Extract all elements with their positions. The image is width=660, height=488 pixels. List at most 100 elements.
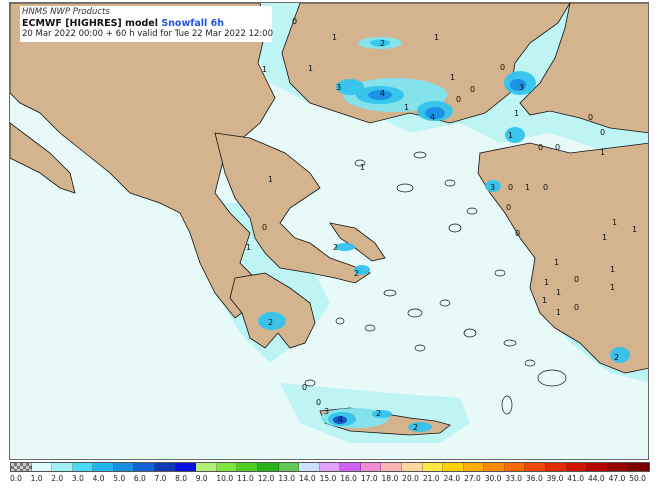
colorbar-level-label: 17.0 [360,474,378,483]
contour-label: 3 [324,407,330,416]
colorbar-swatch [607,463,629,471]
colorbar-level-label: 41.0 [567,474,584,483]
colorbar-swatch [52,463,73,471]
land-euboea [329,222,386,262]
colorbar-level-label: 44.0 [587,474,605,483]
contour-label: 0 [538,143,544,152]
contour-label: 0 [500,63,506,72]
colorbar-level-label: 3.0 [71,474,84,483]
contour-label: 1 [600,148,606,157]
contour-label: 1 [450,73,456,82]
contour-label: 1 [360,163,366,172]
colorbar-swatch [257,463,279,471]
contour-label: 1 [602,233,608,242]
colorbar-level-label: 14.0 [298,474,316,483]
contour-label: 0 [456,95,462,104]
contour-label: 2 [380,39,386,48]
products-label: HNMS NWP Products [22,7,110,17]
model-title: ECMWF [HIGHRES] model Snowfall 6h [22,18,270,29]
colorbar-swatch [504,463,526,471]
colorbar-level-label: 4.0 [92,474,105,483]
contour-label: 3 [519,83,525,92]
contour-labels: 0 1 2 1 1 1 0 1 3 4 4 0 0 3 1 0 0 0 1 0 … [10,3,648,459]
colorbar-swatch [134,463,156,471]
colorbar-level-label: 24.0 [443,474,461,483]
land-mainland-greece [214,132,371,284]
contour-label: 3 [490,183,496,192]
contour-label: 1 [556,308,562,317]
aegean-islands [304,151,567,415]
contour-label: 1 [544,278,550,287]
land-italy-heel [10,122,76,194]
colorbar-level-label: 10.0 [216,474,234,483]
colorbar-level-label: 1.0 [30,474,43,483]
contour-label: 1 [434,33,440,42]
colorbar-swatch [216,463,238,471]
colorbar-level-label: 5.0 [113,474,126,483]
colorbar-level-label: 18.0 [381,474,399,483]
colorbar-swatch [11,463,32,471]
colorbar-swatch [443,463,464,471]
model-name: ECMWF [HIGHRES] model [22,18,158,29]
colorbar-swatch [340,463,361,471]
colorbar-level-label: 12.0 [257,474,275,483]
colorbar-swatch [401,463,423,471]
colorbar-swatch [155,463,176,471]
land-peloponnese [229,272,316,349]
contour-label: 1 [514,109,520,118]
contour-label: 1 [508,131,514,140]
colorbar-level-label: 30.0 [484,474,502,483]
colorbar-swatch [72,463,94,471]
contour-label: 0 [506,203,512,212]
contour-label: 3 [336,83,342,92]
colorbar-level-label: 7.0 [154,474,167,483]
contour-label: 1 [610,265,616,274]
contour-label: 0 [302,383,308,392]
land-balkans [10,3,276,319]
colorbar-legend: 0.0 1.0 2.0 3.0 4.0 5.0 6.0 7.0 8.0 9.0 10.0 11.0 12… [10,462,650,488]
contour-label: 0 [543,183,549,192]
contour-label: 0 [262,223,268,232]
contour-label: 1 [332,33,338,42]
contour-label: 1 [246,243,252,252]
colorbar-swatch [113,463,135,471]
contour-label: 2 [413,423,419,432]
contour-label: 1 [268,175,274,184]
contour-label: 1 [554,258,560,267]
colorbar-level-label: 50.0 [629,474,646,483]
colorbar-swatch [463,463,485,471]
colorbar-level-label: 11.0 [237,474,254,483]
colorbar-level-label: 6.0 [133,474,146,483]
colorbar-swatch [525,463,547,471]
colorbar-swatch [31,463,53,471]
contour-label: 0 [555,143,561,152]
colorbar-level-label: 47.0 [608,474,626,483]
colorbar-swatch [237,463,258,471]
colorbar-swatch [196,463,217,471]
colorbar-swatch [484,463,505,471]
colorbar-swatch [299,463,320,471]
contour-label: 0 [515,229,521,238]
colorbar-level-label: 16.0 [340,474,357,483]
colorbar-swatch [546,463,567,471]
contour-label: 2 [268,318,274,327]
colorbar-swatch [175,463,197,471]
colorbar-level-label: 15.0 [319,474,337,483]
contour-label: 1 [308,64,314,73]
colorbar-swatch [93,463,114,471]
colorbar-swatch [319,463,341,471]
map-panel: 0 1 2 1 1 1 0 1 3 4 4 0 0 3 1 0 0 0 1 0 … [9,2,649,460]
colorbar-level-label: 0.0 [10,474,22,483]
colorbar-level-label: 9.0 [195,474,208,483]
contour-label: 1 [404,103,410,112]
contour-label: 0 [574,303,580,312]
field-name: Snowfall 6h [161,18,224,29]
contour-label: 4 [380,89,386,98]
valid-time: 20 Mar 2022 00:00 + 60 h valid for Tue 2… [22,29,273,39]
land-anatolia [519,3,648,134]
colorbar-level-label: 8.0 [175,474,188,483]
contour-label: 1 [525,183,531,192]
contour-label: 1 [262,65,268,74]
contour-label: 1 [556,288,562,297]
